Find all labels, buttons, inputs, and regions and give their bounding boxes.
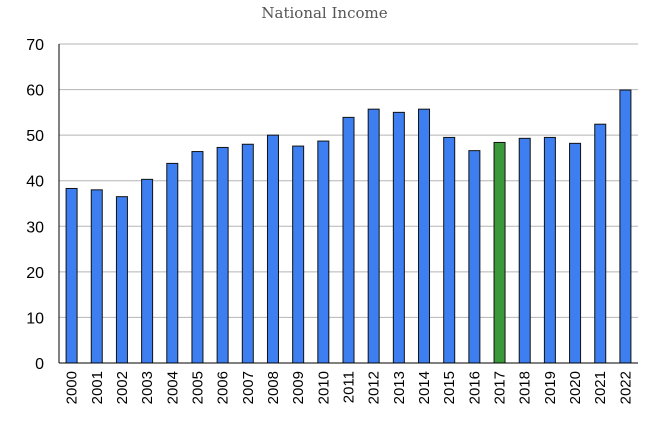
bars xyxy=(65,89,632,364)
bar-2011 xyxy=(342,116,355,364)
x-tick-label: 2014 xyxy=(416,371,433,404)
bar-2017 xyxy=(493,141,506,364)
bar-2001 xyxy=(90,189,103,364)
x-tick-label: 2016 xyxy=(466,371,483,404)
bar-2020 xyxy=(569,142,582,364)
x-tick-label: 2018 xyxy=(517,371,534,404)
bar-2006 xyxy=(216,146,229,364)
bar-2000 xyxy=(65,187,78,364)
x-tick-label: 2013 xyxy=(391,371,408,404)
x-tick-label: 2000 xyxy=(64,371,81,404)
x-tick-label: 2012 xyxy=(366,371,383,404)
x-tick-label: 2020 xyxy=(567,371,584,404)
bar-2009 xyxy=(292,145,305,364)
axes xyxy=(58,44,638,364)
y-tick-label: 0 xyxy=(35,356,44,373)
bar-2004 xyxy=(166,162,179,364)
bar-2022 xyxy=(619,89,632,364)
x-tick-label: 2021 xyxy=(592,371,609,404)
y-tick-label: 10 xyxy=(26,310,44,327)
x-tick-label: 2008 xyxy=(265,371,282,404)
x-tick-label: 2022 xyxy=(617,371,634,404)
bar-2012 xyxy=(367,108,380,364)
bar-2018 xyxy=(518,137,531,364)
x-tick-label: 2009 xyxy=(290,371,307,404)
bar-2008 xyxy=(266,134,279,364)
y-tick-label: 50 xyxy=(26,128,44,145)
y-tick-labels: 0 10 20 30 40 50 60 70 xyxy=(26,37,44,373)
x-tick-label: 2003 xyxy=(139,371,156,404)
bar-2015 xyxy=(443,136,456,364)
x-tick-label: 2011 xyxy=(341,371,358,403)
x-tick-label: 2006 xyxy=(215,371,232,404)
x-tick-label: 2010 xyxy=(315,371,332,404)
x-tick-label: 2017 xyxy=(492,371,509,404)
x-tick-label: 2005 xyxy=(189,371,206,404)
x-tick-label: 2007 xyxy=(240,371,257,404)
bar-2016 xyxy=(468,150,481,364)
bar-2010 xyxy=(317,140,330,364)
x-tick-labels: 2000 2001 2002 2003 2004 2005 2006 2007 2008 2009… xyxy=(64,371,635,404)
bar-2003 xyxy=(141,178,154,364)
x-tick-label: 2019 xyxy=(542,371,559,404)
y-tick-label: 40 xyxy=(26,174,44,191)
bar-2007 xyxy=(241,143,254,364)
x-tick-label: 2004 xyxy=(164,371,181,404)
bar-2002 xyxy=(115,196,128,364)
y-tick-label: 60 xyxy=(26,83,44,100)
chart-title: National Income xyxy=(261,4,388,22)
bar-2021 xyxy=(594,123,607,364)
y-tick-label: 30 xyxy=(26,219,44,236)
x-tick-label: 2015 xyxy=(441,371,458,404)
bar-2014 xyxy=(418,108,431,364)
bar-2019 xyxy=(543,136,556,364)
x-tick-label: 2002 xyxy=(114,371,131,404)
x-tick-label: 2001 xyxy=(89,371,106,404)
bar-2005 xyxy=(191,151,204,364)
y-tick-label: 70 xyxy=(26,37,44,54)
bar-2013 xyxy=(392,111,405,364)
y-tick-label: 20 xyxy=(26,265,44,282)
